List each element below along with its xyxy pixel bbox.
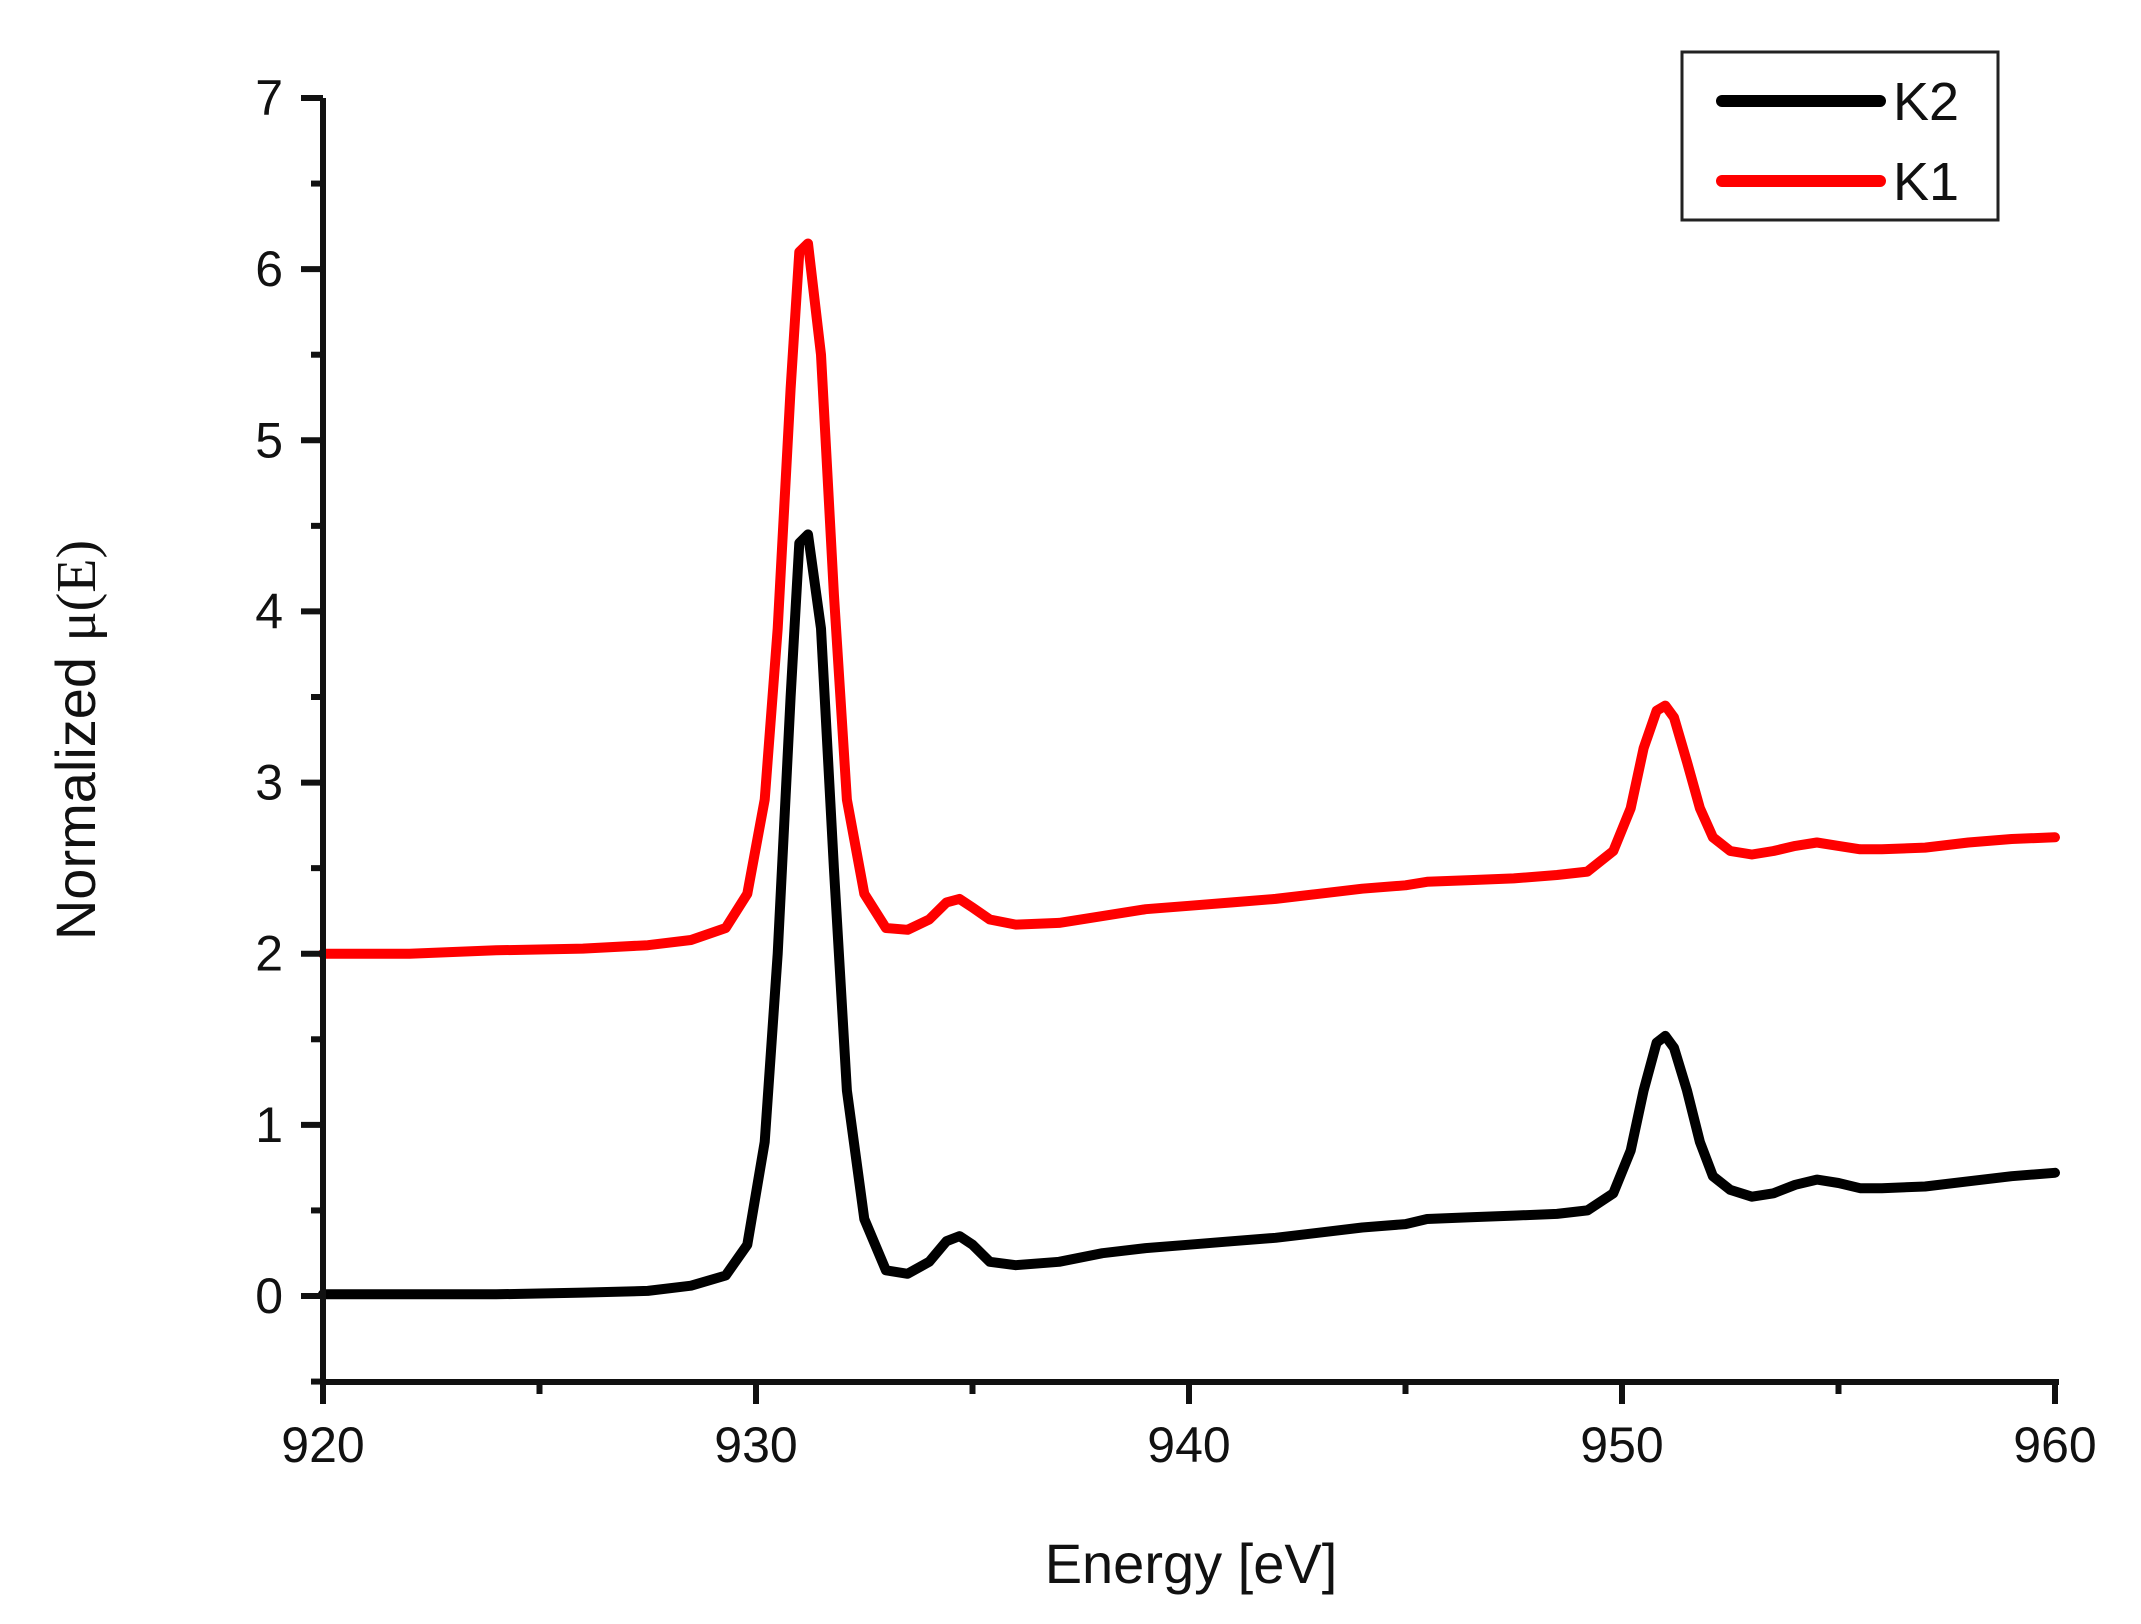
axes-layer xyxy=(320,98,2059,1385)
ticks-layer: 920 930 940 950 960 0 1 2 3 4 5 6 7 xyxy=(255,70,2097,1473)
series-line-k2 xyxy=(318,529,2060,1300)
y-tick-label: 1 xyxy=(255,1097,283,1153)
x-tick-label: 960 xyxy=(2013,1417,2096,1473)
y-tick-label: 6 xyxy=(255,241,283,297)
y-tick-label: 4 xyxy=(255,583,283,639)
y-axis-title-text: Normalized xyxy=(44,641,107,940)
legend-label-k2: K2 xyxy=(1893,72,1959,132)
series-line-k1 xyxy=(318,238,2060,959)
y-axis-title-symbol: μ(E) xyxy=(46,540,108,642)
legend: K2 K1 xyxy=(1680,50,2000,222)
x-tick-label: 950 xyxy=(1580,1417,1663,1473)
series-layer xyxy=(318,238,2060,1300)
y-tick-label: 7 xyxy=(255,70,283,126)
x-axis-title: Energy [eV] xyxy=(1045,1532,1338,1595)
y-tick-label: 2 xyxy=(255,926,283,982)
legend-label-k1: K1 xyxy=(1893,152,1959,212)
y-axis-title: Normalized μ(E) xyxy=(44,540,108,940)
y-tick-label: 3 xyxy=(255,755,283,811)
y-tick-label: 5 xyxy=(255,412,283,468)
y-tick-label: 0 xyxy=(255,1268,283,1324)
legend-box xyxy=(1680,50,2000,222)
x-tick-label: 940 xyxy=(1147,1417,1230,1473)
x-tick-label: 920 xyxy=(281,1417,364,1473)
x-tick-label: 930 xyxy=(714,1417,797,1473)
